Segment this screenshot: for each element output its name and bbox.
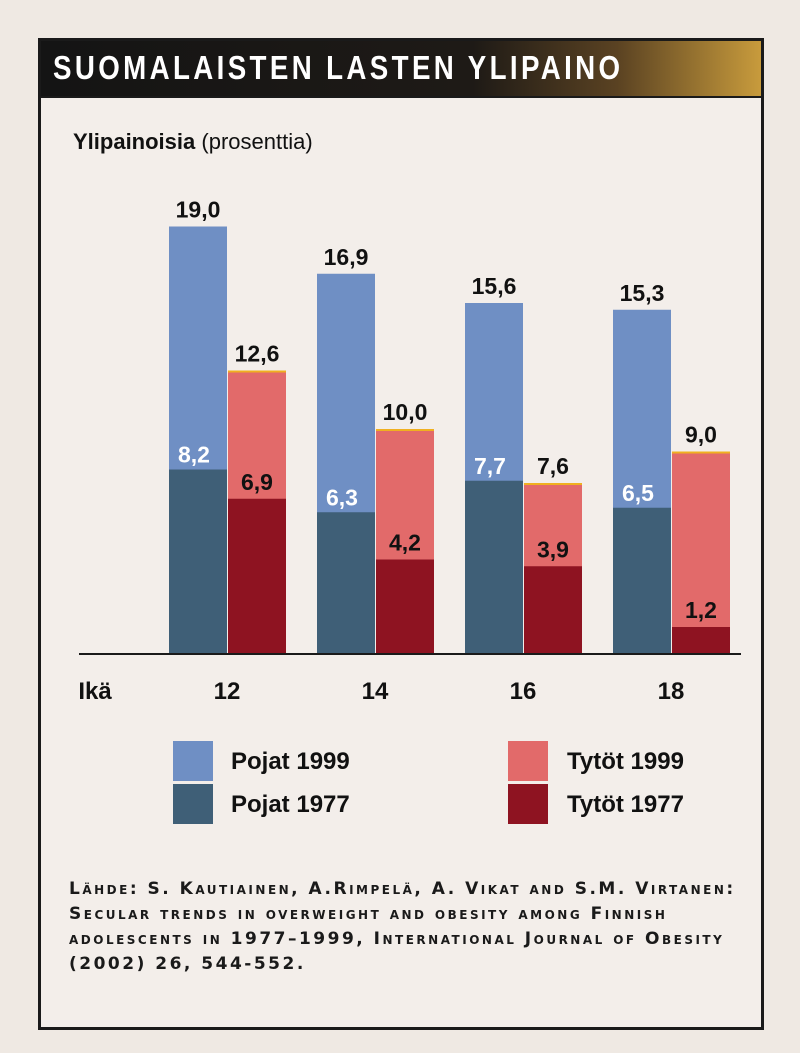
y-axis-label-unit: (prosenttia) <box>195 129 313 154</box>
legend-swatch-tytot-1977 <box>508 784 548 824</box>
label-pojat-1977-16: 7,7 <box>474 453 506 479</box>
label-tytot-1999-12: 12,6 <box>235 341 280 367</box>
x-tick-12: 12 <box>214 678 241 705</box>
label-pojat-1977-14: 6,3 <box>326 484 358 510</box>
x-tick-14: 14 <box>362 678 389 705</box>
bar-pojat-1977-14 <box>317 512 375 654</box>
label-pojat-1999-18: 15,3 <box>620 280 665 306</box>
x-axis-label: Ikä <box>78 678 112 705</box>
label-tytot-1999-16: 7,6 <box>537 453 569 479</box>
title-bar: SUOMALAISTEN LASTEN YLIPAINO <box>41 41 761 98</box>
legend-swatch-pojat-1999 <box>173 741 213 781</box>
chart-title: SUOMALAISTEN LASTEN YLIPAINO <box>53 49 624 86</box>
chart-frame: SUOMALAISTEN LASTEN YLIPAINO Ylipainoisi… <box>38 38 764 1030</box>
legend-label-pojat-1977: Pojat 1977 <box>231 791 350 818</box>
bar-tytot-1999-top-18 <box>672 451 730 454</box>
y-axis-label-bold: Ylipainoisia <box>73 129 196 154</box>
label-tytot-1999-18: 9,0 <box>685 422 717 448</box>
bar-tytot-1999-top-16 <box>524 483 582 485</box>
label-tytot-1999-14: 10,0 <box>383 399 428 425</box>
label-pojat-1977-18: 6,5 <box>622 480 654 506</box>
label-tytot-1977-12: 6,9 <box>241 469 273 495</box>
bar-tytot-1977-18 <box>672 627 730 654</box>
label-tytot-1977-16: 3,9 <box>537 536 569 562</box>
bar-tytot-1977-16 <box>524 566 582 654</box>
bar-chart: 19,0 8,2 12,6 6,9 12 16,9 6,3 10,0 4,2 14 15,6 7,7 7… <box>78 197 741 705</box>
bar-tytot-1999-18 <box>672 451 730 654</box>
legend-label-tytot-1977: Tytöt 1977 <box>567 791 684 818</box>
label-tytot-1977-18: 1,2 <box>685 597 717 623</box>
label-pojat-1999-12: 19,0 <box>176 197 221 223</box>
bar-pojat-1977-16 <box>465 480 523 654</box>
y-axis-label: Ylipainoisia (prosenttia) <box>73 129 313 155</box>
label-pojat-1999-16: 15,6 <box>472 273 517 299</box>
legend-swatch-tytot-1999 <box>508 741 548 781</box>
legend-label-pojat-1999: Pojat 1999 <box>231 748 350 775</box>
bar-tytot-1999-top-12 <box>228 370 286 373</box>
bar-pojat-1977-12 <box>169 469 227 654</box>
x-tick-16: 16 <box>510 678 537 705</box>
legend-label-tytot-1999: Tytöt 1999 <box>567 748 684 775</box>
bar-pojat-1977-18 <box>613 507 671 654</box>
label-pojat-1977-12: 8,2 <box>178 442 210 468</box>
bar-tytot-1977-14 <box>376 559 434 654</box>
source-citation: Lähde: S. Kautiainen, A.Rimpelä, A. Vika… <box>69 879 736 974</box>
bar-tytot-1977-12 <box>228 498 286 654</box>
label-pojat-1999-14: 16,9 <box>324 244 369 270</box>
x-tick-18: 18 <box>658 678 685 705</box>
label-tytot-1977-14: 4,2 <box>389 530 421 556</box>
legend-swatch-pojat-1977 <box>173 784 213 824</box>
bar-tytot-1999-top-14 <box>376 429 434 431</box>
